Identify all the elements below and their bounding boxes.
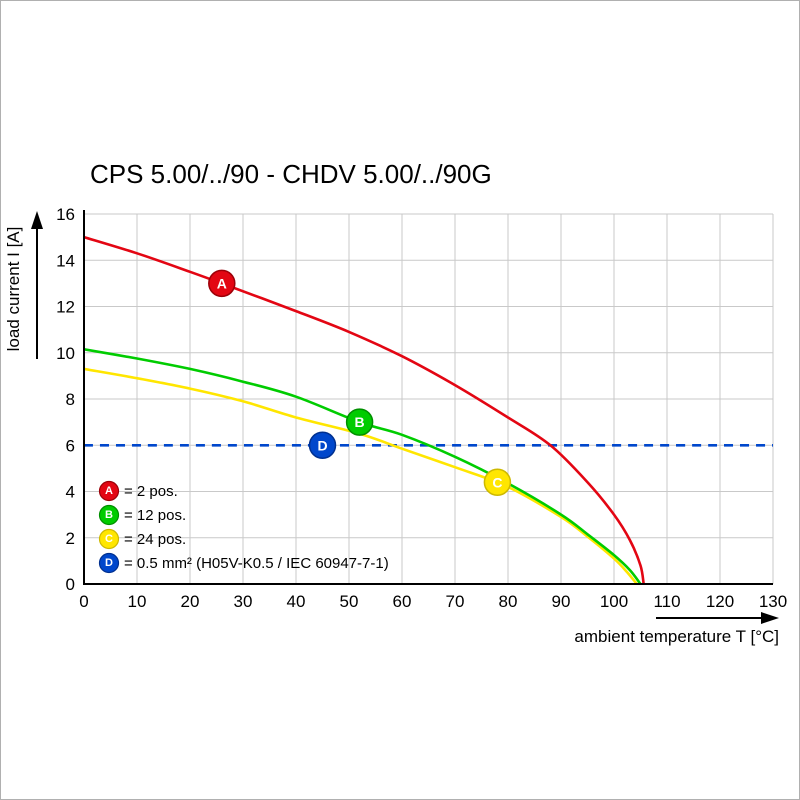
marker-D — [308, 431, 337, 459]
legend-swatch-A-letter: A — [105, 485, 113, 497]
legend: A = 2 pos. B = 12 pos. C = 24 pos. D = 0.5 mm² … — [98, 480, 389, 574]
legend-label-C: = 24 pos. — [124, 531, 186, 548]
marker-D-letter: D — [317, 437, 327, 453]
legend-label-A: = 2 pos. — [124, 483, 178, 500]
chart-title: CPS 5.00/../90 - CHDV 5.00/../90G — [90, 159, 492, 189]
series-B-curve — [84, 348, 642, 584]
legend-swatch-C — [98, 528, 120, 550]
legend-label-B: = 12 pos. — [124, 507, 186, 524]
legend-swatch-C-letter: C — [105, 533, 113, 545]
series-curves — [84, 235, 773, 584]
x-tick-label: 130 — [759, 592, 787, 611]
x-tick-label: 10 — [128, 592, 147, 611]
y-axis-label: load current I [A] — [4, 227, 23, 352]
marker-C-letter: C — [492, 474, 502, 490]
legend-swatch-A — [98, 480, 120, 502]
x-tick-label: 100 — [600, 592, 628, 611]
x-tick-label: 60 — [393, 592, 412, 611]
x-tick-label: 0 — [79, 592, 88, 611]
y-tick-label: 2 — [66, 529, 75, 548]
x-tick-label: 80 — [499, 592, 518, 611]
marker-B — [345, 408, 374, 436]
x-tick-label: 70 — [446, 592, 465, 611]
y-tick-label: 6 — [66, 436, 75, 455]
tick-labels: 0 10 20 30 40 50 60 70 80 90 100 110 120 130 0 2 4 6 8 10 12… — [56, 205, 787, 611]
x-tick-label: 50 — [340, 592, 359, 611]
x-axis-label: ambient temperature T [°C] — [574, 627, 779, 646]
marker-A-letter: A — [217, 275, 227, 291]
legend-swatch-B — [98, 504, 120, 526]
x-tick-label: 120 — [706, 592, 734, 611]
x-tick-label: 30 — [234, 592, 253, 611]
y-tick-label: 14 — [56, 251, 75, 270]
marker-C — [483, 468, 512, 496]
x-tick-label: 40 — [287, 592, 306, 611]
legend-swatch-D-letter: D — [105, 557, 113, 569]
y-tick-label: 8 — [66, 390, 75, 409]
y-tick-label: 10 — [56, 344, 75, 363]
series-C-curve — [84, 367, 638, 584]
series-A-curve — [84, 235, 645, 584]
y-tick-label: 12 — [56, 298, 75, 317]
legend-swatch-B-letter: B — [105, 509, 113, 521]
x-tick-label: 20 — [181, 592, 200, 611]
y-tick-label: 16 — [56, 205, 75, 224]
legend-label-D: = 0.5 mm² (H05V-K0.5 / IEC 60947-7-1) — [124, 555, 389, 572]
y-tick-label: 4 — [66, 483, 75, 502]
x-tick-label: 90 — [552, 592, 571, 611]
marker-B-letter: B — [355, 414, 365, 430]
y-axis-arrowhead — [31, 211, 43, 229]
axes — [83, 210, 773, 585]
legend-swatch-D — [98, 552, 120, 574]
x-axis-arrowhead — [761, 612, 779, 624]
x-tick-label: 110 — [653, 592, 680, 611]
y-tick-label: 0 — [66, 575, 75, 594]
curve-markers: A B C D — [208, 269, 512, 496]
marker-A — [208, 269, 236, 298]
